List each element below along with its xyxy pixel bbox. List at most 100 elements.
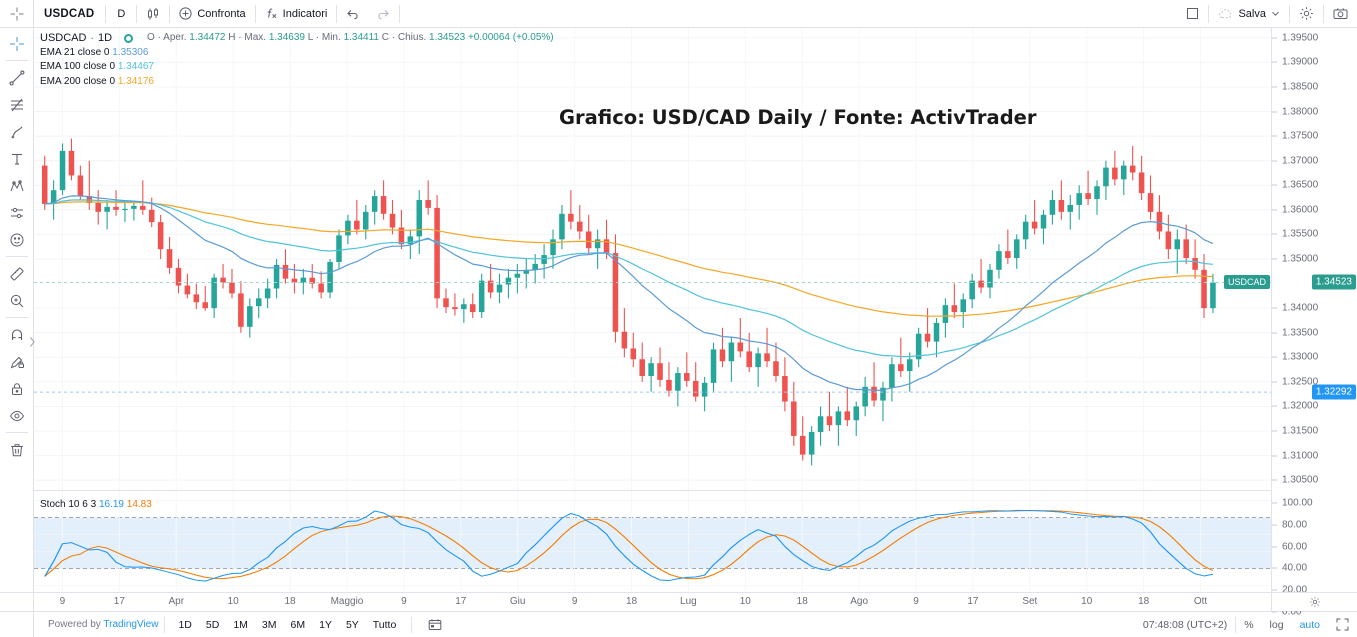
stochastic-pane[interactable]: Stoch 10 6 3 16.19 14.83 [34, 491, 1271, 592]
price-axis-label: 1.34000 [1282, 302, 1319, 314]
compare-button[interactable]: Confronta [170, 0, 254, 28]
price-axis[interactable]: 1.39500 1.39000 1.38500 1.38000 1.37500 1.370… [1224, 28, 1357, 618]
toolbar-divider [5, 256, 28, 257]
price-pane[interactable]: USDCAD · 1D O · Aper. 1.34472 H · [34, 28, 1271, 490]
axis-tick [1272, 184, 1277, 186]
ohlc-change: +0.00064 [467, 32, 510, 43]
main-row: USDCAD · 1D O · Aper. 1.34472 H · [0, 28, 1357, 618]
crosshair-icon [10, 7, 24, 21]
text-icon[interactable] [2, 145, 32, 172]
percent-scale-button[interactable]: % [1244, 618, 1254, 631]
powered-by-tradingview[interactable]: Powered by TradingView [34, 619, 158, 630]
stoch-axis-label: 80.00 [1282, 519, 1308, 531]
stoch-d-value: 14.83 [126, 499, 152, 510]
toolbar-divider [336, 4, 338, 23]
crosshair-tool-button[interactable] [0, 0, 34, 28]
emoji-icon[interactable] [2, 226, 32, 253]
clock-display[interactable]: 07:48:08 (UTC+2) [1142, 618, 1228, 631]
chart-settings-button[interactable] [1290, 0, 1323, 28]
log-scale-button[interactable]: log [1269, 618, 1284, 631]
stochastic-legend[interactable]: Stoch 10 6 3 16.19 14.83 [40, 499, 152, 510]
ema-100-value: 1.34467 [117, 61, 154, 72]
range-button-5d[interactable]: 5D [205, 618, 220, 631]
interval-button[interactable]: D [106, 0, 136, 28]
range-button-1m[interactable]: 1M [233, 618, 248, 631]
drawing-mode-lock-icon[interactable] [2, 348, 32, 375]
toolbar-divider [5, 432, 28, 433]
range-button-3m[interactable]: 3M [261, 618, 277, 631]
layout-button[interactable] [1177, 0, 1208, 28]
legend-ema-21[interactable]: EMA 21 close 0 1.35306 [40, 46, 554, 61]
time-axis-settings-button[interactable] [1271, 593, 1357, 611]
price-axis-label: 1.38500 [1282, 81, 1319, 93]
fib-retracement-icon[interactable] [2, 91, 32, 118]
axis-tick [1272, 307, 1277, 309]
axis-tick [1272, 502, 1277, 504]
price-plot [34, 28, 1271, 490]
chart-area: USDCAD · 1D O · Aper. 1.34472 H · [34, 28, 1357, 618]
range-button-5y[interactable]: 5Y [345, 618, 359, 631]
toolbar-divider [169, 4, 171, 23]
legend-ema-200[interactable]: EMA 200 close 0 1.34176 [40, 75, 554, 90]
legend-ohlc: O · Aper. 1.34472 H · Max. 1.34639 L · M [147, 32, 554, 43]
ohlc-h-key: H [228, 32, 236, 43]
fx-icon [265, 7, 278, 20]
time-axis[interactable]: 9 17 Apr 10 18 Maggio 9 17 Giu 9 18 Lug 10 18 Ago 9 17 Se… [0, 592, 1357, 619]
patterns-icon[interactable] [2, 172, 32, 199]
secondary-price-badge[interactable]: 1.32292 [1311, 384, 1356, 400]
axis-tick [1272, 589, 1277, 591]
brush-icon[interactable] [2, 118, 32, 145]
ema-100-label: EMA 100 close 0 [40, 61, 116, 72]
remove-drawings-trash-icon[interactable] [2, 436, 32, 463]
redo-button[interactable] [368, 0, 399, 28]
pane-separator[interactable] [34, 490, 1271, 491]
redo-icon [377, 7, 390, 20]
hide-drawings-eye-icon[interactable] [2, 402, 32, 429]
chart-panes[interactable]: USDCAD · 1D O · Aper. 1.34472 H · [34, 28, 1271, 592]
legend-interval[interactable]: 1D [97, 32, 113, 44]
left-drawing-toolbar [0, 28, 36, 592]
measure-ruler-icon[interactable] [2, 260, 32, 287]
go-to-date-button[interactable] [420, 612, 450, 637]
current-price-badge[interactable]: 1.34523 [1311, 274, 1356, 290]
time-axis-label: 9 [571, 596, 578, 607]
chevron-down-icon[interactable] [1271, 9, 1280, 18]
range-button-1d[interactable]: 1D [178, 618, 192, 631]
expand-toolbar-button[interactable] [28, 328, 36, 356]
chart-type-button[interactable] [137, 0, 169, 28]
trend-line-icon[interactable] [2, 64, 32, 91]
lock-drawings-icon[interactable] [2, 375, 32, 402]
legend-main-row: USDCAD · 1D O · Aper. 1.34472 H · [40, 32, 554, 44]
auto-scale-button[interactable]: auto [1299, 618, 1320, 631]
axis-tick [1272, 524, 1277, 526]
undo-button[interactable] [337, 0, 368, 28]
legend-ema-100[interactable]: EMA 100 close 0 1.34467 [40, 60, 554, 75]
toolbar-divider [5, 60, 28, 61]
price-axis-label: 1.38000 [1282, 106, 1319, 118]
ohlc-h-label: Max. [244, 32, 267, 43]
snapshot-button[interactable] [1324, 0, 1357, 28]
time-axis-label: 17 [455, 596, 467, 607]
forecast-icon[interactable] [2, 199, 32, 226]
indicators-label: Indicatori [282, 7, 328, 20]
stoch-axis-label: 100.00 [1282, 497, 1313, 509]
indicators-button[interactable]: Indicatori [256, 0, 337, 28]
range-button-1y[interactable]: 1Y [319, 618, 332, 631]
cursor-crosshair-icon[interactable] [2, 30, 32, 57]
layout-square-icon [1186, 7, 1199, 20]
range-button-tutto[interactable]: Tutto [372, 618, 397, 631]
bottom-toolbar: Powered by TradingView 1D 5D 1M 3M 6M 1Y… [0, 611, 1357, 637]
tradingview-link[interactable]: TradingView [103, 619, 159, 630]
toolbar-divider [1323, 4, 1324, 23]
symbol-button[interactable]: USDCAD [34, 0, 105, 28]
range-button-6m[interactable]: 6M [290, 618, 306, 631]
legend-symbol[interactable]: USDCAD [40, 32, 87, 44]
fullscreen-button[interactable] [1328, 612, 1357, 637]
ohlc-o-label: Aper. [163, 32, 187, 43]
save-button[interactable]: Salva [1209, 0, 1289, 28]
zoom-in-icon[interactable] [2, 287, 32, 314]
price-axis-label: 1.35000 [1282, 253, 1319, 265]
symbol-label: USDCAD [44, 7, 95, 20]
ohlc-l-label: Min. [321, 32, 341, 43]
magnet-icon[interactable] [2, 321, 32, 348]
